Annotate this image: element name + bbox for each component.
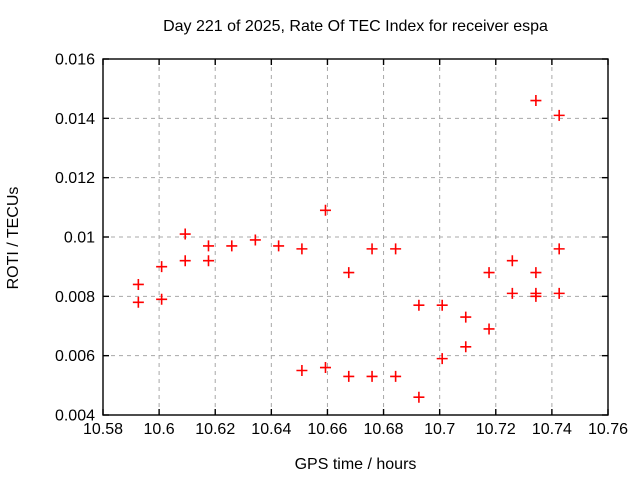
data-point-marker [506,287,518,299]
data-point-marker [553,243,565,255]
data-point-marker [202,240,214,252]
data-point-marker [202,255,214,267]
data-point-marker [226,240,238,252]
y-tick-label: 0.014 [55,111,95,128]
x-tick-label: 10.68 [364,421,404,438]
data-point-marker [179,255,191,267]
data-point-marker [483,323,495,335]
x-tick-label: 10.76 [588,421,628,438]
data-point-marker [343,267,355,279]
data-point-marker [460,341,472,353]
data-point-marker [460,311,472,323]
data-point-marker [343,370,355,382]
data-point-marker [296,243,308,255]
data-point-marker [413,391,425,403]
data-point-marker [553,109,565,121]
y-tick-label: 0.006 [55,348,95,365]
data-point-marker [273,240,285,252]
x-tick-label: 10.66 [307,421,347,438]
data-point-marker [530,290,542,302]
y-tick-label: 0.016 [55,52,95,69]
chart-title: Day 221 of 2025, Rate Of TEC Index for r… [163,18,548,35]
data-point-marker [530,267,542,279]
x-tick-label: 10.64 [251,421,291,438]
data-point-marker [413,299,425,311]
data-point-marker [530,95,542,107]
x-tick-label: 10.7 [424,421,455,438]
x-axis-label: GPS time / hours [294,456,417,473]
x-tick-label: 10.74 [532,421,572,438]
y-tick-label: 0.008 [55,289,95,306]
data-point-marker [179,228,191,240]
x-tick-label: 10.58 [83,421,123,438]
data-point-marker [553,287,565,299]
x-tick-label: 10.72 [476,421,516,438]
data-point-marker [366,370,378,382]
y-tick-label: 0.004 [55,408,95,425]
data-point-marker [156,261,168,273]
y-tick-label: 0.012 [55,170,95,187]
data-point-marker [483,267,495,279]
data-point-marker [296,365,308,376]
data-point-marker [156,293,168,305]
data-point-marker [390,243,402,255]
y-tick-label: 0.01 [64,230,95,247]
x-tick-label: 10.6 [144,421,175,438]
data-point-marker [366,243,378,255]
data-point-marker [132,296,144,308]
data-point-marker [506,255,518,267]
data-point-marker [436,299,448,311]
data-point-marker [319,204,331,216]
data-point-marker [436,353,448,365]
data-point-marker [132,278,144,290]
data-point-marker [390,370,402,382]
data-point-marker [249,234,261,246]
x-tick-label: 10.62 [195,421,235,438]
data-point-marker [319,362,331,374]
